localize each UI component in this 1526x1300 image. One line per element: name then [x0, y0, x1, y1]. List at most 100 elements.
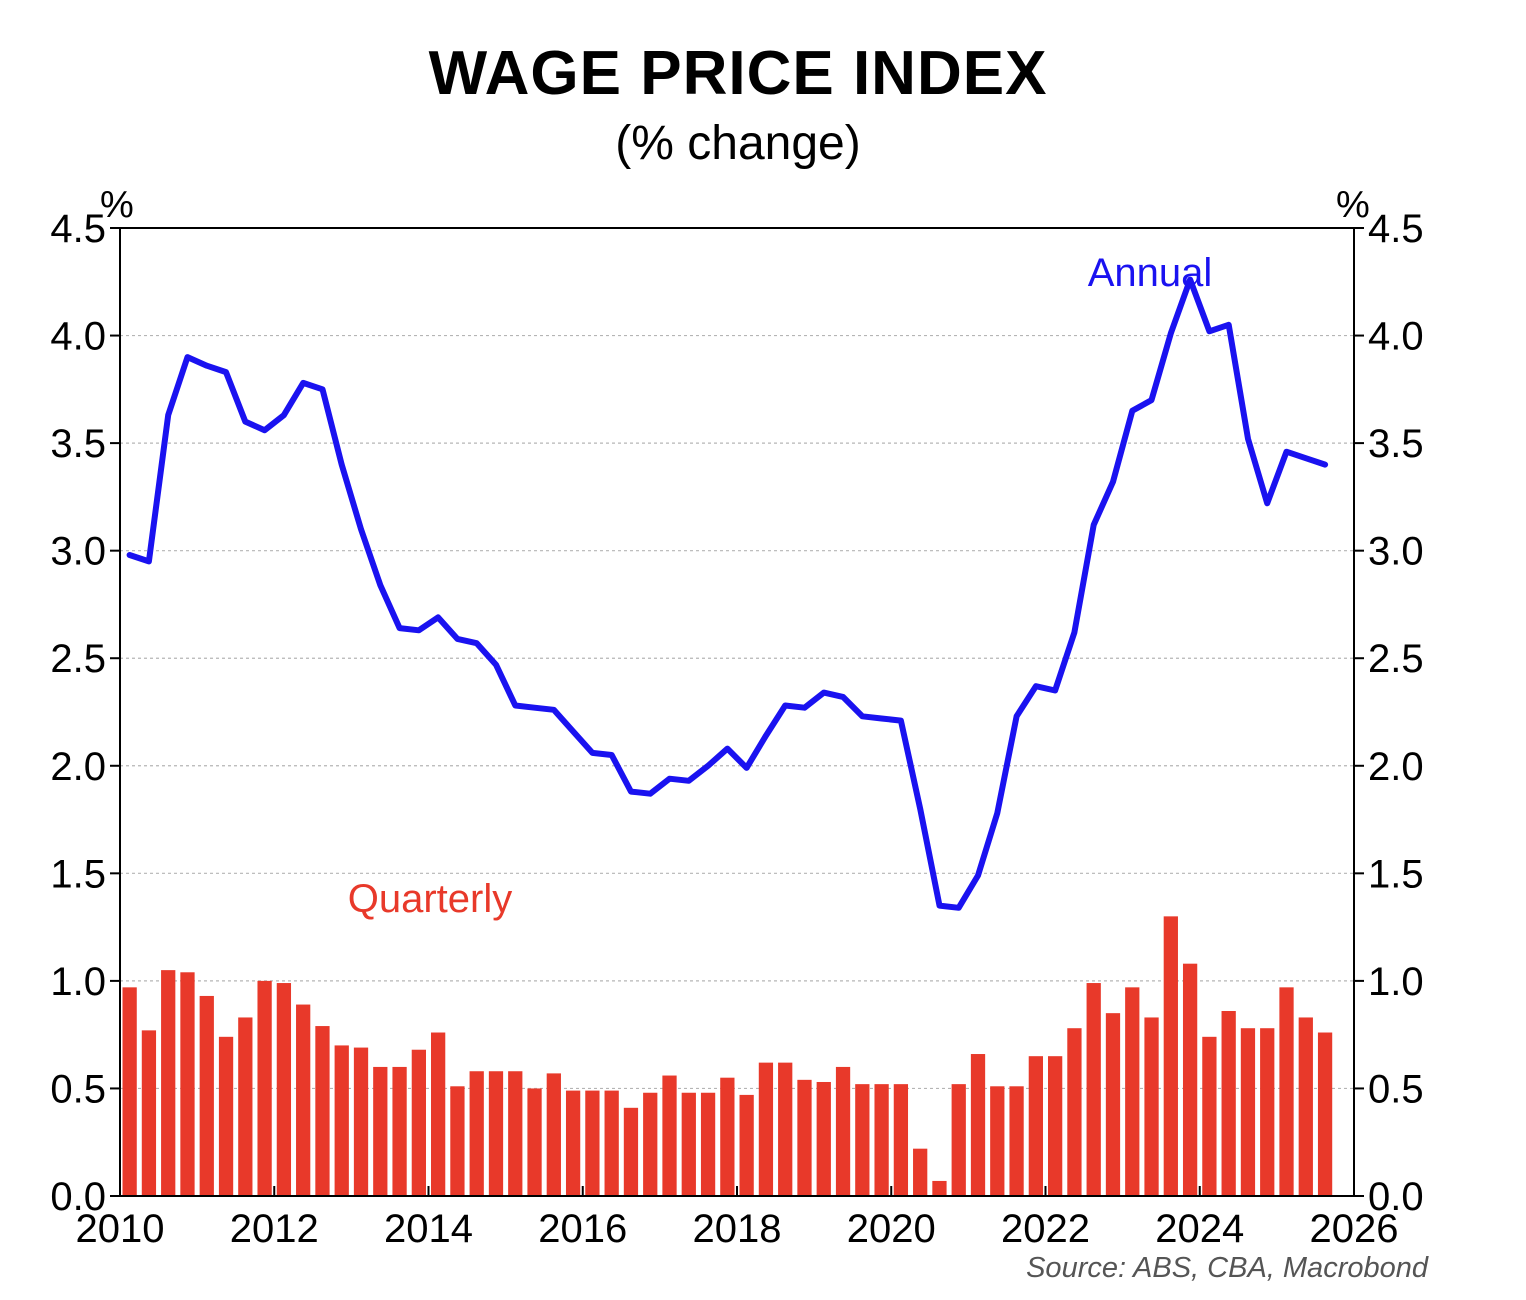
quarterly-bar	[874, 1084, 889, 1196]
quarterly-bar	[720, 1077, 735, 1196]
y-tick-label-left: 1.0	[50, 960, 106, 1004]
quarterly-bar	[199, 995, 214, 1196]
bar-layer	[122, 916, 1333, 1196]
quarterly-bar	[758, 1062, 774, 1196]
chart-subtitle: (% change)	[615, 117, 861, 170]
quarterly-bar	[1221, 1011, 1236, 1196]
quarterly-bar	[1182, 963, 1198, 1196]
y-tick-label-left: 2.0	[50, 745, 106, 789]
quarterly-bar	[1028, 1056, 1043, 1196]
chart-title: WAGE PRICE INDEX	[428, 39, 1048, 108]
quarterly-bar	[913, 1148, 928, 1196]
quarterly-bar	[527, 1088, 542, 1196]
quarterly-bar	[1048, 1056, 1063, 1196]
quarterly-bar	[662, 1075, 677, 1196]
quarterly-bar	[778, 1062, 793, 1196]
right-axis-unit: %	[1336, 184, 1370, 226]
quarterly-bar	[700, 1092, 716, 1196]
quarterly-bar	[565, 1090, 581, 1196]
quarterly-bar	[1298, 1017, 1313, 1196]
quarterly-bar	[681, 1092, 696, 1196]
quarterly-bar	[508, 1071, 523, 1196]
quarterly-bar	[238, 1017, 253, 1196]
y-tick-label-left: 0.0	[50, 1175, 106, 1219]
y-tick-label-left: 1.5	[50, 852, 106, 896]
quarterly-bar	[122, 987, 137, 1196]
quarterly-bar	[1086, 983, 1101, 1196]
y-tick-label-left: 0.5	[50, 1067, 106, 1111]
x-tick-label: 2012	[230, 1207, 319, 1251]
y-tick-label-left: 4.0	[50, 315, 106, 359]
x-tick-label: 2024	[1155, 1207, 1244, 1251]
quarterly-bar	[411, 1049, 426, 1196]
quarterly-bar	[932, 1180, 947, 1196]
y-tick-label-right: 1.0	[1368, 960, 1424, 1004]
left-axis-unit: %	[100, 184, 134, 226]
x-tick-label: 2010	[76, 1207, 165, 1251]
quarterly-bar	[450, 1086, 465, 1196]
y-tick-label-right: 0.5	[1368, 1067, 1424, 1111]
line-layer	[126, 276, 1329, 911]
quarterly-bar	[1240, 1028, 1256, 1196]
quarterly-bar	[353, 1047, 369, 1196]
quarterly-bar	[276, 983, 292, 1196]
quarterly-bar	[1125, 987, 1140, 1196]
quarterly-bar	[1260, 1028, 1275, 1196]
quarterly-bar	[546, 1073, 561, 1196]
y-tick-label-left: 4.5	[50, 207, 106, 251]
y-tick-label-right: 3.0	[1368, 530, 1424, 574]
quarterly-bar	[739, 1094, 754, 1196]
quarterly-bar	[1279, 987, 1294, 1196]
x-tick-label: 2016	[538, 1207, 627, 1251]
quarterly-bar	[797, 1079, 812, 1196]
quarterly-bar	[296, 1004, 311, 1196]
x-tick-label: 2022	[1001, 1207, 1090, 1251]
quarterly-bar	[488, 1071, 504, 1196]
quarterly-bar	[1144, 1017, 1159, 1196]
quarterly-bar	[1317, 1032, 1333, 1196]
x-tick-label: 2020	[847, 1207, 936, 1251]
quarterly-bar	[893, 1084, 909, 1196]
quarterly-bar	[257, 980, 272, 1196]
quarterly-bar	[218, 1036, 234, 1196]
quarterly-bar	[315, 1026, 330, 1196]
quarterly-bar	[585, 1090, 600, 1196]
quarterly-bar	[431, 1032, 446, 1196]
y-tick-label-right: 4.0	[1368, 315, 1424, 359]
quarterly-bar	[604, 1090, 619, 1196]
quarterly-bar	[970, 1054, 986, 1196]
quarterly-bar	[161, 970, 176, 1196]
quarterly-bar	[1163, 916, 1178, 1196]
quarterly-bar	[469, 1071, 484, 1196]
quarterly-bar	[1105, 1013, 1121, 1196]
quarterly-bar	[141, 1030, 157, 1196]
quarterly-bar	[990, 1086, 1005, 1196]
y-tick-label-left: 3.0	[50, 530, 106, 574]
annual-line	[126, 276, 1329, 911]
y-tick-label-right: 2.5	[1368, 637, 1424, 681]
quarterly-bar	[334, 1045, 349, 1196]
y-tick-label-left: 3.5	[50, 422, 106, 466]
annual-series-label: Annual	[1088, 251, 1213, 295]
y-tick-label-right: 0.0	[1368, 1175, 1424, 1219]
y-tick-label-right: 1.5	[1368, 852, 1424, 896]
x-tick-label: 2026	[1310, 1207, 1399, 1251]
quarterly-bar	[1067, 1028, 1082, 1196]
quarterly-bar	[816, 1081, 831, 1196]
quarterly-series-label: Quarterly	[348, 877, 513, 921]
tick-layer: 0.0 0.0 0.5 0.5 1.0 1.0 1.5 1.5 2.0 2.0 2.5 2.5 3.0 3…	[50, 207, 1423, 1251]
quarterly-bar	[855, 1084, 870, 1196]
x-tick-label: 2014	[384, 1207, 473, 1251]
quarterly-bar	[835, 1066, 851, 1196]
quarterly-bar	[373, 1066, 388, 1196]
quarterly-bar	[643, 1092, 658, 1196]
y-tick-label-left: 2.5	[50, 637, 106, 681]
quarterly-bar	[180, 972, 195, 1196]
quarterly-bar	[951, 1084, 966, 1196]
y-tick-label-right: 2.0	[1368, 745, 1424, 789]
y-tick-label-right: 3.5	[1368, 422, 1424, 466]
quarterly-bar	[1202, 1036, 1217, 1196]
quarterly-bar	[623, 1107, 639, 1196]
y-tick-label-right: 4.5	[1368, 207, 1424, 251]
